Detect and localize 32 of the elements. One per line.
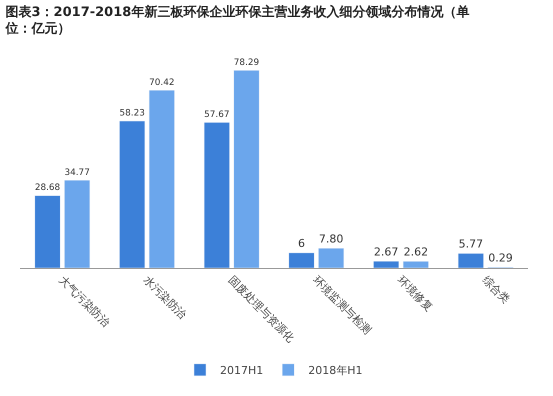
data-label: 2.62	[404, 245, 428, 258]
data-label: 7.80	[318, 232, 344, 246]
data-label: 58.23	[119, 108, 145, 119]
x-tick-label: 水污染防治	[140, 274, 190, 322]
data-label: 70.42	[149, 78, 175, 88]
x-tick-label: 环境监测与检测	[310, 274, 374, 338]
bar	[64, 180, 90, 268]
bar	[458, 253, 484, 268]
bar	[288, 252, 314, 268]
data-label: 0.29	[488, 251, 513, 264]
bar	[318, 248, 344, 268]
x-tick-label: 环境修复	[394, 274, 436, 314]
data-label: 78.29	[234, 58, 260, 68]
bar	[204, 122, 230, 268]
x-tick-label: 综合类	[480, 274, 512, 306]
x-tick-label: 固废处理与资源化	[226, 274, 298, 345]
bar	[373, 261, 400, 268]
data-label: 5.77	[458, 237, 484, 250]
bar	[148, 90, 175, 268]
chart-title: 图表3：2017-2018年新三板环保企业环保主营业务收入细分领域分布情况（单位：亿元）	[4, 4, 470, 37]
data-label: 57.67	[204, 110, 230, 120]
bar	[234, 70, 260, 268]
legend-label: 2018年H1	[308, 364, 363, 378]
data-label: 2.67	[374, 245, 398, 258]
bar	[34, 195, 60, 268]
data-label: 28.68	[34, 183, 61, 194]
data-label: 6	[298, 236, 306, 250]
x-tick-label: 大气污染防治	[56, 274, 112, 330]
bar	[402, 261, 429, 268]
legend-label: 2017H1	[220, 364, 264, 378]
data-label: 34.77	[64, 168, 90, 178]
bar	[119, 120, 146, 268]
